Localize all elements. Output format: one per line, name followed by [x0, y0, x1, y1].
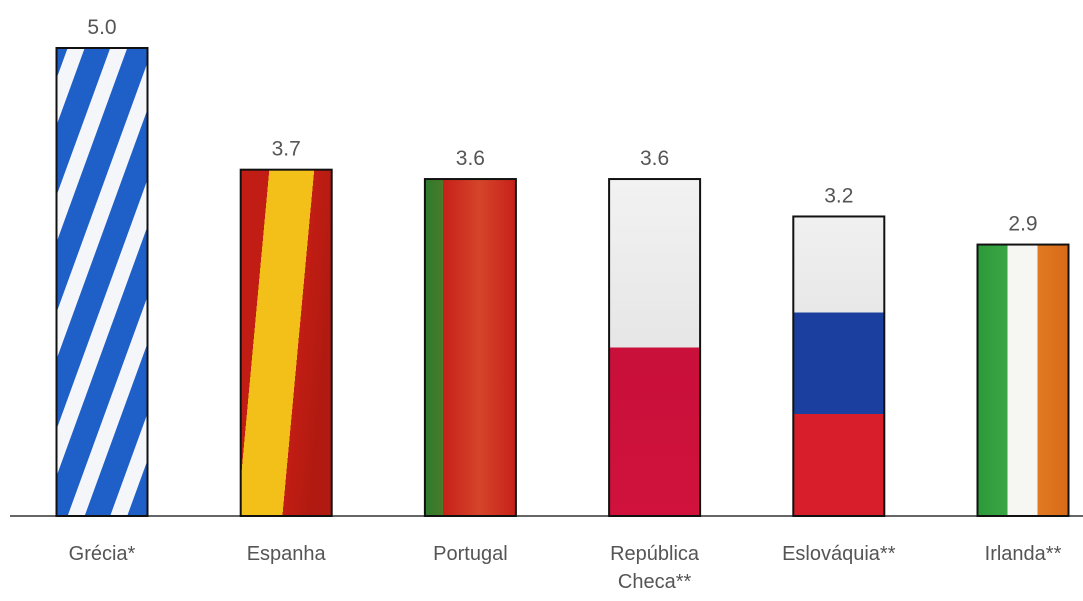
bar [792, 215, 886, 517]
value-label: 2.9 [1008, 213, 1037, 236]
x-tick-label: República Checa** [610, 543, 700, 593]
bar [976, 243, 1070, 517]
x-tick-label: Irlanda** [984, 543, 1062, 565]
value-label: 5.0 [87, 16, 116, 39]
x-tick-label: Portugal [433, 543, 508, 565]
value-label: 3.7 [272, 138, 301, 161]
value-label: 3.6 [456, 147, 485, 170]
value-label: 3.2 [824, 184, 853, 207]
bar [239, 168, 333, 517]
bar [608, 178, 702, 517]
bar [423, 178, 517, 517]
x-tick-label: Grécia* [68, 543, 136, 565]
bar [55, 47, 149, 517]
x-tick-label: Eslováquia** [782, 543, 896, 565]
x-tick-label: Espanha [246, 543, 326, 565]
value-label: 3.6 [640, 147, 669, 170]
